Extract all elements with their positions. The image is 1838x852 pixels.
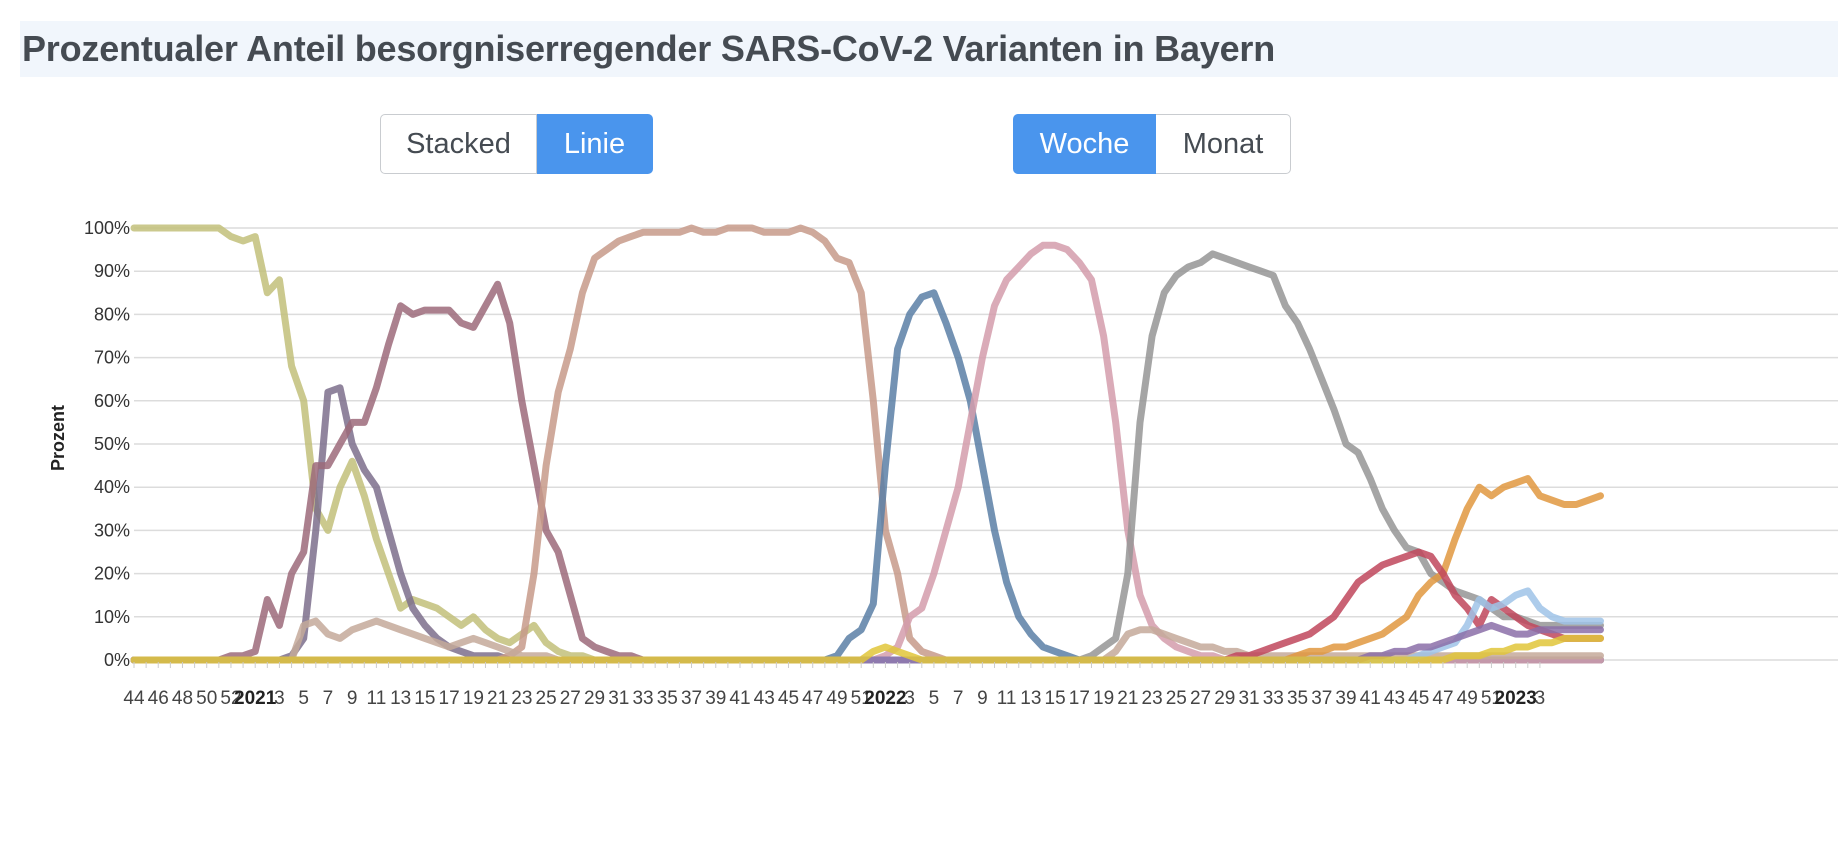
x-tick-label: 5	[929, 688, 940, 709]
y-axis-label: Prozent	[48, 405, 68, 471]
y-tick-label: 30%	[94, 520, 130, 540]
x-tick-label: 37	[681, 688, 702, 709]
x-tick-label: 23	[511, 688, 532, 709]
grid-lines	[134, 227, 1838, 661]
x-tick-label: 9	[977, 688, 988, 709]
x-tick-label: 31	[608, 688, 629, 709]
x-tick-label: 13	[1020, 688, 1041, 709]
month-button[interactable]: Monat	[1156, 114, 1291, 174]
x-tick-label: 35	[1287, 688, 1308, 709]
x-tick-label: 5	[298, 688, 309, 709]
period-toggle: Woche Monat	[1013, 114, 1291, 174]
y-tick-label: 20%	[94, 564, 130, 584]
y-tick-label: 70%	[94, 348, 130, 368]
x-tick-label: 2022	[864, 688, 906, 709]
stacked-button[interactable]: Stacked	[380, 114, 537, 174]
x-tick-label: 49	[1457, 688, 1478, 709]
x-tick-label: 25	[536, 688, 557, 709]
x-tick-label: 45	[778, 688, 799, 709]
x-tick-label: 48	[172, 688, 193, 709]
x-tick-label: 29	[1214, 688, 1235, 709]
x-tick-label: 19	[463, 688, 484, 709]
x-tick-label: 15	[1045, 688, 1066, 709]
x-tick-label: 21	[487, 688, 508, 709]
y-tick-label: 50%	[94, 434, 130, 454]
x-tick-label: 47	[802, 688, 823, 709]
x-tick-label: 3	[904, 688, 915, 709]
x-tick-label: 17	[439, 688, 460, 709]
x-tick-label: 45	[1408, 688, 1429, 709]
x-tick-label: 13	[390, 688, 411, 709]
y-tick-label: 10%	[94, 607, 130, 627]
x-tick-label: 3	[1535, 688, 1546, 709]
y-tick-label: 40%	[94, 477, 130, 497]
x-tick-label: 11	[997, 688, 1017, 709]
x-tick-label: 29	[584, 688, 605, 709]
series-line-13	[130, 634, 1604, 664]
y-axis-ticks: 0% 10% 20% 30% 40% 50% 60% 70% 80% 90% 100%	[84, 218, 130, 670]
variant-share-line-chart: 0% 10% 20% 30% 40% 50% 60% 70% 80% 90% 100% Prozen…	[48, 218, 1838, 709]
x-tick-label: 27	[560, 688, 581, 709]
x-tick-label: 44	[123, 688, 145, 709]
y-tick-label: 90%	[94, 261, 130, 281]
x-tick-label: 39	[1335, 688, 1356, 709]
x-tick-label: 37	[1311, 688, 1332, 709]
x-tick-label: 39	[705, 688, 726, 709]
x-tick-label: 52	[220, 688, 241, 709]
y-tick-label: 80%	[94, 304, 130, 324]
x-tick-label: 43	[754, 688, 775, 709]
x-tick-label: 2023	[1495, 688, 1537, 709]
x-tick-label: 11	[367, 688, 387, 709]
week-button[interactable]: Woche	[1013, 114, 1156, 174]
x-tick-label: 43	[1384, 688, 1405, 709]
x-tick-label: 51	[851, 688, 872, 709]
chart-style-toggle: Stacked Linie	[380, 114, 653, 174]
x-tick-label: 21	[1117, 688, 1138, 709]
x-tick-label: 50	[196, 688, 217, 709]
y-tick-label: 0%	[104, 650, 130, 670]
x-tick-label: 31	[1238, 688, 1259, 709]
series-line-10	[130, 548, 1604, 664]
x-tick-label: 33	[632, 688, 653, 709]
x-tick-label: 41	[1360, 688, 1381, 709]
title-bar	[20, 21, 1838, 77]
x-tick-label: 17	[1069, 688, 1090, 709]
x-tick-label: 51	[1481, 688, 1502, 709]
x-tick-label: 27	[1190, 688, 1211, 709]
y-tick-label: 100%	[84, 218, 130, 238]
x-tick-label: 7	[953, 688, 964, 709]
y-tick-label: 60%	[94, 391, 130, 411]
x-tick-label: 3	[274, 688, 285, 709]
x-tick-label: 19	[1093, 688, 1114, 709]
page-title: Prozentualer Anteil besorgniserregender …	[22, 28, 1276, 69]
x-tick-label: 41	[729, 688, 750, 709]
x-tick-label: 33	[1263, 688, 1284, 709]
x-tick-label: 25	[1166, 688, 1187, 709]
x-tick-label: 23	[1142, 688, 1163, 709]
x-tick-label: 9	[347, 688, 358, 709]
x-tick-label: 15	[414, 688, 435, 709]
x-tick-label: 7	[323, 688, 334, 709]
x-tick-label: 35	[657, 688, 678, 709]
line-button[interactable]: Linie	[537, 114, 653, 174]
x-tick-label: 47	[1432, 688, 1453, 709]
x-tick-label: 46	[148, 688, 169, 709]
series-lines	[130, 224, 1604, 664]
x-tick-label: 2021	[234, 688, 277, 709]
x-tick-label: 49	[826, 688, 847, 709]
